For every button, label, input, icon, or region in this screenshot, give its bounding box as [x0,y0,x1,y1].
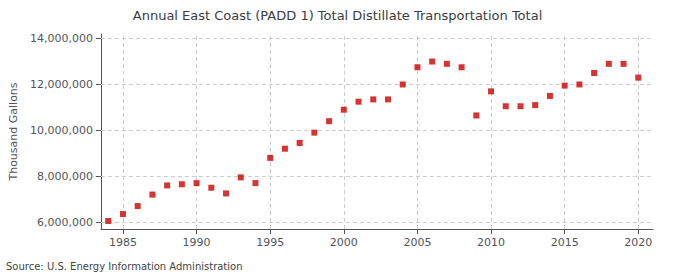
svg-text:1985: 1985 [109,236,137,249]
svg-text:1995: 1995 [256,236,284,249]
svg-text:8,000,000: 8,000,000 [37,170,93,183]
svg-text:10,000,000: 10,000,000 [30,124,93,137]
svg-text:2020: 2020 [624,236,652,249]
svg-text:6,000,000: 6,000,000 [37,216,93,229]
svg-text:2010: 2010 [477,236,505,249]
svg-text:2005: 2005 [403,236,431,249]
svg-text:Thousand Gallons: Thousand Gallons [7,82,20,181]
svg-text:2000: 2000 [330,236,358,249]
svg-text:2015: 2015 [551,236,579,249]
svg-text:Annual East Coast (PADD 1) Tot: Annual East Coast (PADD 1) Total Distill… [133,8,542,23]
svg-text:12,000,000: 12,000,000 [30,78,93,91]
svg-text:Source: U.S. Energy Informatio: Source: U.S. Energy Information Administ… [6,261,243,272]
svg-text:1990: 1990 [183,236,211,249]
svg-text:14,000,000: 14,000,000 [30,32,93,45]
